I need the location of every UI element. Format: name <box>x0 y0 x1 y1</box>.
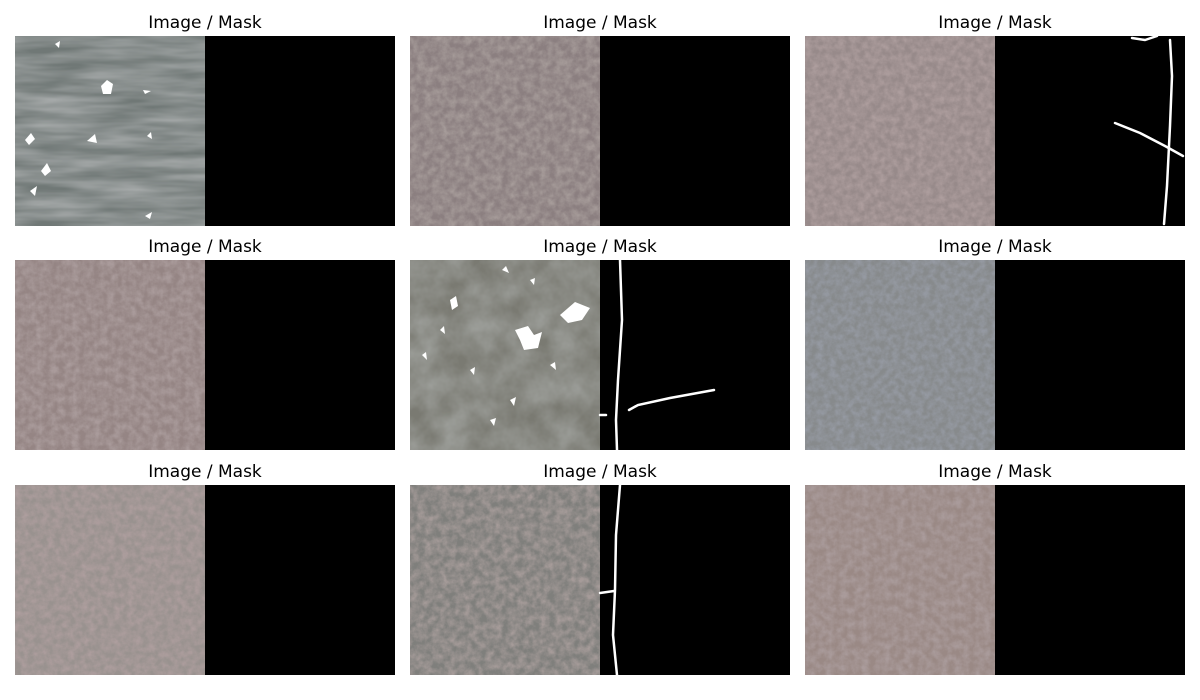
crack-lines <box>1113 36 1185 226</box>
panel-title: Image / Mask <box>543 462 657 482</box>
stone-texture-image <box>805 260 995 450</box>
stone-texture-image <box>410 36 600 226</box>
panel-title: Image / Mask <box>148 462 262 482</box>
mask <box>205 36 395 226</box>
image-mask-pair <box>15 36 395 226</box>
mask <box>205 260 395 450</box>
defect-overlay <box>25 41 152 219</box>
defect-overlay <box>422 266 590 426</box>
panel-title: Image / Mask <box>148 13 262 33</box>
image-mask-pair <box>15 485 395 675</box>
stone-texture-image <box>410 485 600 675</box>
image-mask-pair <box>805 485 1185 675</box>
mask <box>205 485 395 675</box>
panel-title: Image / Mask <box>148 237 262 257</box>
image-mask-pair <box>805 36 1185 226</box>
mask <box>600 36 790 226</box>
stone-texture-image <box>805 485 995 675</box>
image-mask-pair <box>410 36 790 226</box>
panel-title: Image / Mask <box>938 237 1052 257</box>
stone-texture-image <box>15 36 205 226</box>
image-mask-pair <box>805 260 1185 450</box>
stone-texture-image <box>410 260 600 450</box>
mask <box>600 485 790 675</box>
mask <box>995 36 1185 226</box>
stone-texture-image <box>15 485 205 675</box>
mask <box>995 485 1185 675</box>
image-mask-pair <box>410 485 790 675</box>
mask <box>995 260 1185 450</box>
crack-lines <box>598 485 622 675</box>
panel-title: Image / Mask <box>543 237 657 257</box>
stone-texture-image <box>15 260 205 450</box>
panel-title: Image / Mask <box>938 462 1052 482</box>
panel-title: Image / Mask <box>543 13 657 33</box>
crack-lines <box>598 260 716 450</box>
panel-title: Image / Mask <box>938 13 1052 33</box>
stone-texture-image <box>805 36 995 226</box>
image-mask-pair <box>15 260 395 450</box>
image-mask-pair <box>410 260 790 450</box>
mask <box>600 260 790 450</box>
